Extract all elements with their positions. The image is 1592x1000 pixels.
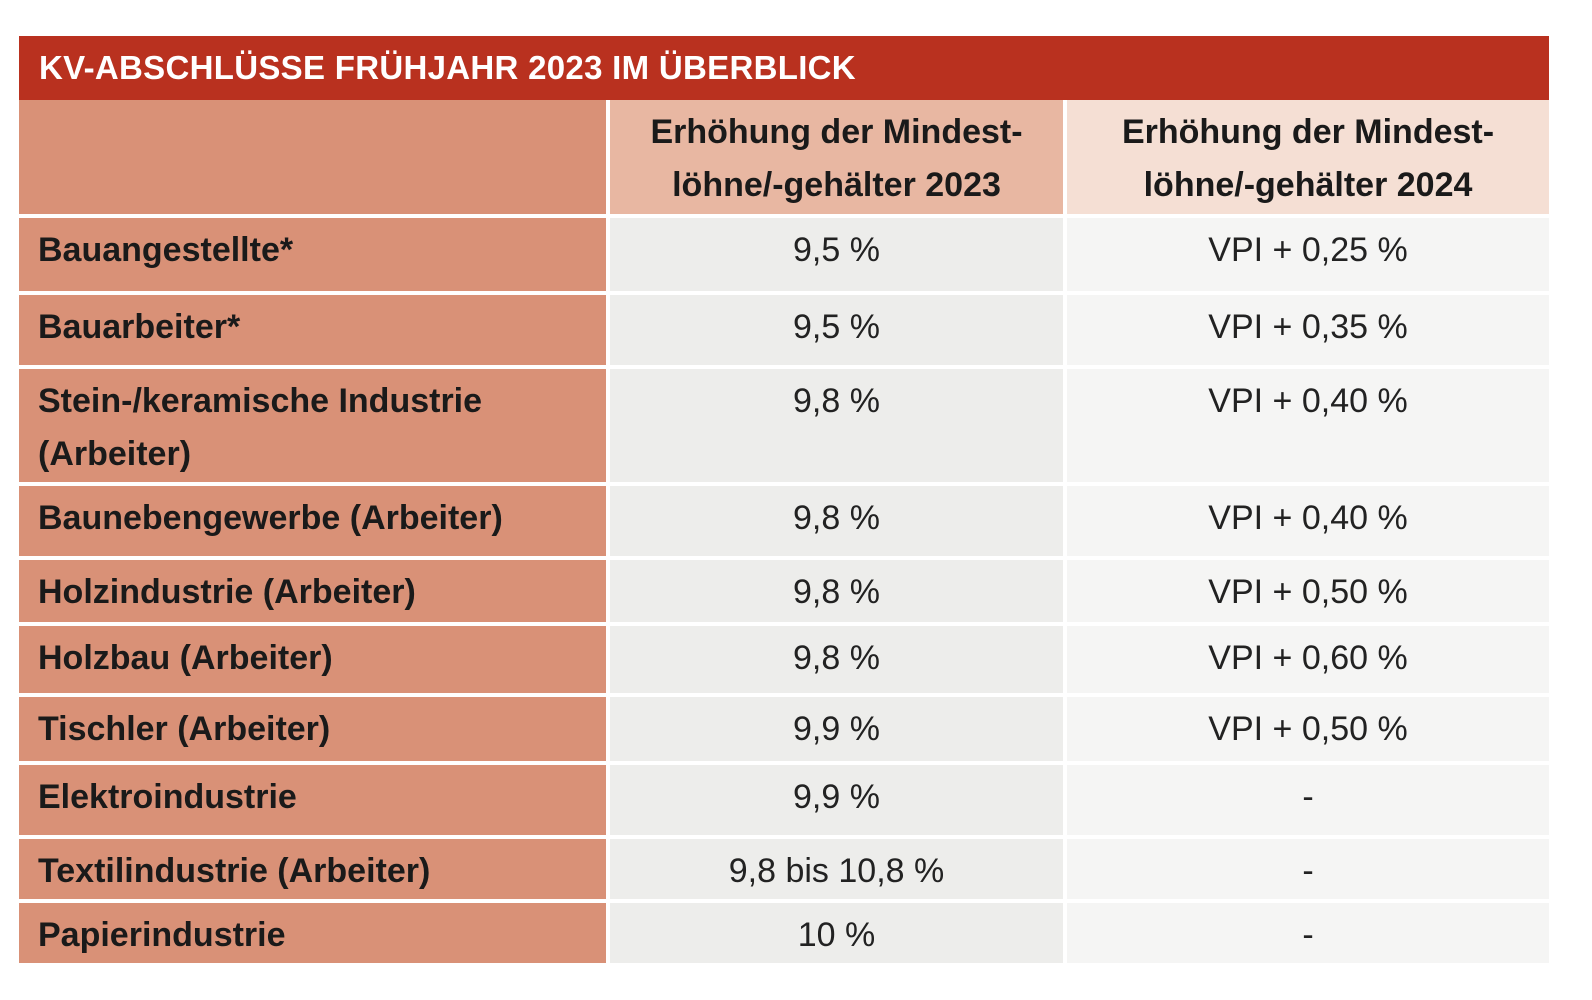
row-value-2023: 9,9 %: [610, 697, 1063, 761]
row-value-2024: -: [1067, 839, 1549, 899]
row-value-2023: 10 %: [610, 903, 1063, 963]
row-value-2023: 9,8 %: [610, 626, 1063, 693]
row-label: Textilindustrie (Arbeiter): [19, 839, 606, 899]
row-value-2024: VPI + 0,50 %: [1067, 560, 1549, 622]
row-value-2024: VPI + 0,50 %: [1067, 697, 1549, 761]
header-2023: Erhöhung der Mindest- löhne/-gehälter 20…: [610, 100, 1063, 214]
header-2023-line2: löhne/-gehälter 2023: [672, 166, 1001, 204]
row-value-2023: 9,8 %: [610, 369, 1063, 482]
row-label: Holzbau (Arbeiter): [19, 626, 606, 693]
header-2023-line1: Erhöhung der Mindest-: [650, 113, 1023, 151]
row-value-2024: VPI + 0,25 %: [1067, 218, 1549, 291]
row-value-2024: VPI + 0,60 %: [1067, 626, 1549, 693]
row-value-2024: -: [1067, 903, 1549, 963]
row-label: Holzindustrie (Arbeiter): [19, 560, 606, 622]
row-value-2023: 9,9 %: [610, 765, 1063, 835]
header-2024-line2: löhne/-gehälter 2024: [1143, 166, 1473, 204]
row-label: Bauangestellte*: [19, 218, 606, 291]
kv-table: KV-ABSCHLÜSSE FRÜHJAHR 2023 IM ÜBERBLICK…: [19, 36, 1549, 963]
row-label: Elektroindustrie: [19, 765, 606, 835]
row-label: Baunebengewerbe (Arbeiter): [19, 486, 606, 556]
row-value-2023: 9,8 %: [610, 560, 1063, 622]
row-value-2024: VPI + 0,40 %: [1067, 369, 1549, 482]
row-label: Papierindustrie: [19, 903, 606, 963]
header-2024: Erhöhung der Mindest- löhne/-gehälter 20…: [1067, 100, 1549, 214]
row-value-2024: -: [1067, 765, 1549, 835]
row-value-2023: 9,8 %: [610, 486, 1063, 556]
row-value-2023: 9,5 %: [610, 218, 1063, 291]
row-label-line2: (Arbeiter): [38, 435, 192, 473]
row-label: Tischler (Arbeiter): [19, 697, 606, 761]
table-title: KV-ABSCHLÜSSE FRÜHJAHR 2023 IM ÜBERBLICK: [19, 36, 1549, 100]
header-2024-line1: Erhöhung der Mindest-: [1121, 113, 1495, 151]
row-label-line1: Stein-/keramische Industrie: [38, 382, 483, 420]
row-value-2024: VPI + 0,40 %: [1067, 486, 1549, 556]
row-value-2024: VPI + 0,35 %: [1067, 295, 1549, 365]
row-label: Stein-/keramische Industrie (Arbeiter): [19, 369, 606, 482]
row-label: Bauarbeiter*: [19, 295, 606, 365]
row-value-2023: 9,5 %: [610, 295, 1063, 365]
table-grid: Erhöhung der Mindest- löhne/-gehälter 20…: [19, 100, 1549, 963]
row-value-2023: 9,8 bis 10,8 %: [610, 839, 1063, 899]
header-empty-cell: [19, 100, 606, 214]
